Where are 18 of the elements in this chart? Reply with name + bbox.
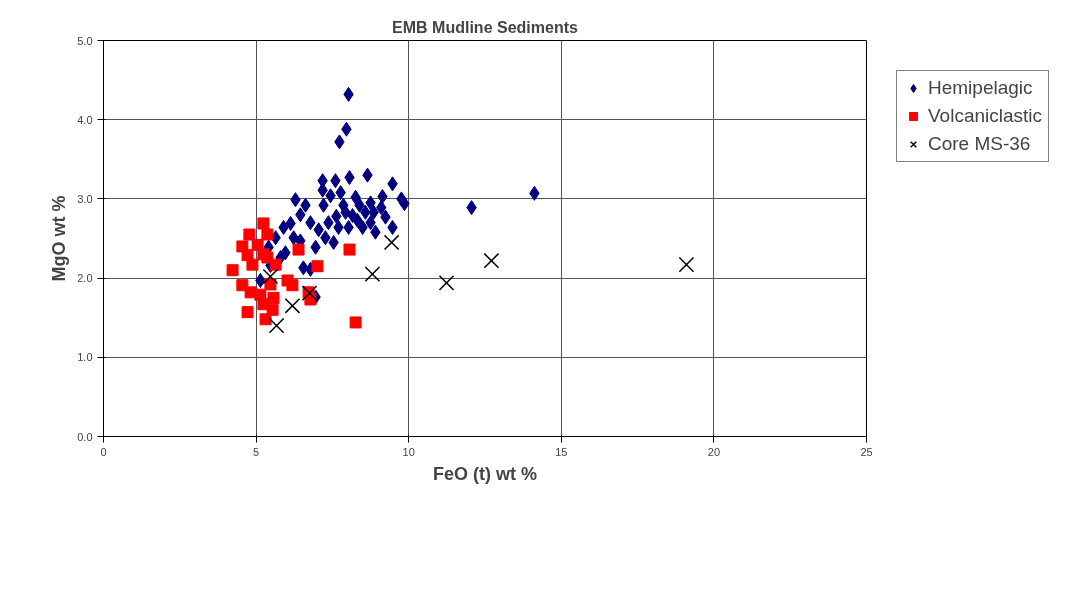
legend-label: Core MS-36 <box>928 133 1031 155</box>
x-tick-label: 25 <box>860 445 873 458</box>
y-tick-label: 5.0 <box>77 34 93 47</box>
x-tick-label: 5 <box>253 445 260 458</box>
y-tick-label: 2.0 <box>77 272 93 285</box>
y-axis-title: MgO wt % <box>49 195 70 282</box>
y-tick-label: 0.0 <box>77 430 93 443</box>
x-axis-title: FeO (t) wt % <box>433 463 537 484</box>
legend-label: Hemipelagic <box>928 77 1033 99</box>
y-tick-label: 1.0 <box>77 351 93 364</box>
x-tick-label: 15 <box>555 445 568 458</box>
legend-label: Volcaniclastic <box>928 105 1043 127</box>
y-tick-label: 4.0 <box>77 113 93 126</box>
x-tick-label: 0 <box>100 445 107 458</box>
x-tick-label: 10 <box>402 445 415 458</box>
x-tick-label: 20 <box>707 445 721 458</box>
chart-title: EMB Mudline Sediments <box>392 18 578 36</box>
y-tick-label: 3.0 <box>77 192 93 205</box>
